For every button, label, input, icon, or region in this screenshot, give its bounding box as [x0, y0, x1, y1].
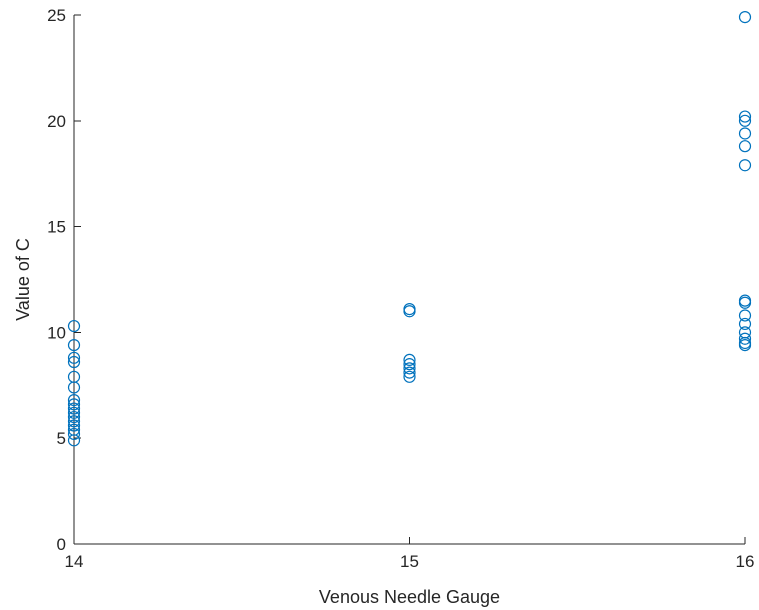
scatter-point [738, 338, 752, 352]
scatter-point [67, 434, 81, 447]
scatter-point [403, 358, 416, 371]
scatter-point [738, 110, 752, 123]
axes [73, 15, 745, 545]
scatter-point [738, 296, 752, 309]
x-tick-label: 16 [736, 552, 755, 571]
scatter-point [67, 410, 81, 424]
scatter-point [738, 317, 752, 331]
scatter-point [738, 309, 752, 322]
scatter-point [67, 406, 81, 419]
scatter-point [738, 159, 752, 172]
scatter-point [67, 427, 81, 441]
y-tick-label: 10 [47, 323, 66, 342]
scatter-point [67, 415, 81, 428]
scatter-point [67, 398, 81, 411]
scatter-point [67, 381, 81, 394]
scatter-point [67, 351, 81, 364]
x-tick-label: 15 [400, 552, 419, 571]
y-axis-title: Value of C [13, 238, 33, 321]
x-tick-label: 14 [65, 552, 84, 571]
scatter-point [738, 140, 752, 153]
scatter-point [403, 362, 416, 375]
y-tick-label: 20 [47, 112, 66, 131]
scatter-point [403, 305, 416, 318]
scatter-point [738, 11, 752, 24]
scatter-point [738, 332, 752, 345]
ticks: 0 5 10 15 20 25 14 15 16 [47, 6, 754, 571]
scatter-point [67, 419, 81, 432]
scatter-point [67, 394, 81, 407]
scatter-point [67, 402, 81, 415]
scatter-point [67, 319, 81, 333]
scatter-point [67, 355, 81, 369]
x-axis-title: Venous Needle Gauge [319, 587, 500, 607]
scatter-point [738, 114, 752, 127]
y-tick-label: 5 [57, 429, 66, 448]
scatter-point [738, 127, 752, 140]
data-points [67, 11, 752, 447]
scatter-point [67, 338, 81, 352]
y-tick-label: 25 [47, 6, 66, 25]
y-tick-label: 15 [47, 218, 66, 237]
scatter-point [403, 353, 416, 367]
y-tick-label: 0 [57, 535, 66, 554]
scatter-point [403, 370, 416, 383]
scatter-point [738, 326, 752, 339]
scatter-point [403, 366, 416, 379]
